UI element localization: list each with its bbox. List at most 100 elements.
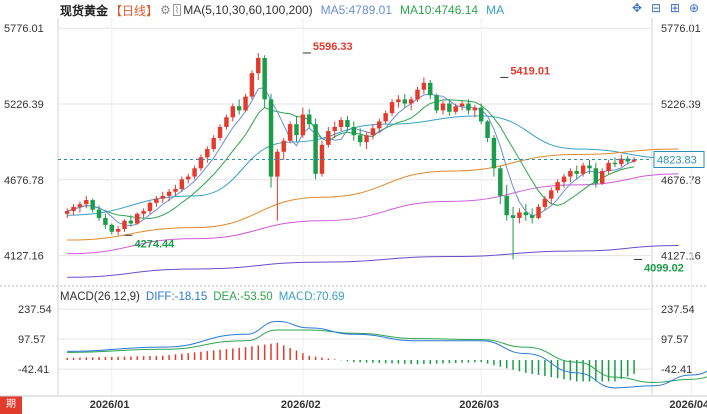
period-label[interactable]: 【日线】: [110, 3, 159, 18]
candle-body: [619, 158, 624, 165]
candle-body: [612, 162, 618, 165]
candle-body: [217, 126, 223, 138]
macd-value: MACD:70.69: [278, 291, 345, 303]
candle-body: [326, 131, 331, 145]
candle-body: [262, 57, 267, 100]
candle-body: [128, 220, 134, 224]
candle-body: [249, 73, 255, 97]
period-badge[interactable]: 期: [0, 396, 22, 414]
ma-icon: ⌇: [172, 4, 182, 16]
candle-body: [300, 114, 306, 136]
shrink-icon[interactable]: ⊟: [650, 1, 662, 15]
y-tick-label-right: 5226.39: [661, 99, 701, 111]
candle-body: [345, 120, 350, 127]
ma-label: MA(5,10,30,60,100,200): [183, 3, 313, 17]
macd-dea-line: [67, 329, 707, 384]
candle-body: [517, 212, 522, 218]
candle-body: [434, 95, 439, 111]
dea-value: DEA:-53.50: [213, 291, 273, 303]
candle-body: [459, 103, 465, 107]
move-icon[interactable]: ✥: [631, 1, 643, 15]
candle-body: [192, 168, 197, 177]
candle-body: [84, 200, 89, 205]
macd-header: MACD(26,12,9) DIFF:-18.15 DEA:-53.50 MAC…: [60, 291, 351, 303]
candle-body: [243, 96, 248, 111]
candle-body: [485, 121, 490, 138]
candle-body: [122, 220, 127, 229]
candle-body: [599, 171, 605, 184]
candle-body: [160, 195, 165, 199]
candle-body: [306, 114, 312, 125]
candle-body: [408, 99, 414, 104]
candle-body: [606, 162, 611, 172]
y-tick-label-left: 5776.01: [4, 23, 44, 35]
y-tick-label-left: 4676.78: [4, 175, 44, 187]
candle-body: [561, 176, 567, 183]
candle-body: [319, 144, 325, 174]
settings-icon[interactable]: ⚙: [160, 3, 171, 17]
candle-body: [96, 209, 102, 218]
annotation-label: 4274.44: [135, 238, 176, 250]
toolbar: ✥ ⊟ ⊞ ⊕: [630, 1, 701, 15]
candle-body: [71, 206, 76, 212]
zoom-icon[interactable]: ⊕: [688, 1, 700, 15]
candle-body: [504, 195, 509, 216]
annotation-label: 5419.01: [510, 65, 550, 77]
candle-body: [587, 165, 592, 169]
annotation-label: 4099.02: [644, 262, 684, 274]
candle-body: [115, 228, 121, 232]
candle-body: [294, 124, 299, 136]
candle-body: [383, 113, 388, 122]
candle-body: [77, 204, 83, 207]
candle-body: [472, 107, 478, 111]
candle-body: [364, 135, 369, 143]
candle-body: [147, 202, 153, 212]
ma-line-ma5: [67, 86, 635, 227]
candle-body: [166, 191, 172, 196]
ma-line-ma200: [67, 245, 679, 278]
candle-body: [377, 121, 382, 129]
candle-body: [549, 190, 554, 199]
candle-body: [205, 149, 210, 158]
x-tick-label: 2026/03: [459, 399, 499, 411]
candle-body: [542, 198, 548, 207]
ma-line-ma100: [67, 173, 679, 255]
macd-y-tick-left: 237.54: [18, 304, 52, 316]
ma-line-ma60: [67, 148, 679, 241]
expand-icon[interactable]: ⊞: [669, 1, 681, 15]
candle-body: [338, 120, 344, 127]
macd-y-tick-right: -42.41: [661, 364, 692, 376]
ma10-value: MA10:4746.14: [400, 3, 479, 17]
macd-label: MACD(26,12,9): [60, 291, 140, 303]
candle-body: [631, 159, 637, 162]
candle-body: [103, 217, 108, 225]
chart-header: 现货黄金 【日线】 ⚙ ⌇ MA(5,10,30,60,100,200) MA5…: [0, 2, 506, 18]
candle-body: [332, 126, 337, 132]
y-tick-label-right: 4127.16: [661, 251, 701, 263]
macd-y-tick-right: 97.57: [661, 334, 689, 346]
candle-body: [370, 128, 376, 136]
ma-more[interactable]: MA: [486, 3, 505, 17]
candle-body: [198, 157, 204, 169]
candle-body: [478, 107, 484, 122]
diff-value: DIFF:-18.15: [145, 291, 208, 303]
ma-line-ma10: [67, 99, 635, 220]
candle-body: [415, 89, 420, 100]
macd-diff-line: [67, 320, 707, 389]
candle-body: [141, 211, 146, 214]
candle-body: [396, 99, 401, 103]
candle-body: [625, 158, 630, 162]
candle-body: [498, 168, 503, 196]
candle-body: [529, 215, 535, 218]
candle-body: [256, 57, 261, 74]
candle-body: [555, 182, 560, 191]
candle-body: [402, 99, 408, 104]
annotation-label: 5596.33: [313, 41, 353, 53]
candle-body: [421, 82, 427, 90]
y-tick-label-right: 4676.78: [661, 175, 701, 187]
ma5-value: MA5:4789.01: [320, 3, 393, 17]
current-price-label: 4823.83: [657, 155, 697, 167]
candle-body: [523, 212, 529, 216]
candle-body: [580, 165, 586, 174]
